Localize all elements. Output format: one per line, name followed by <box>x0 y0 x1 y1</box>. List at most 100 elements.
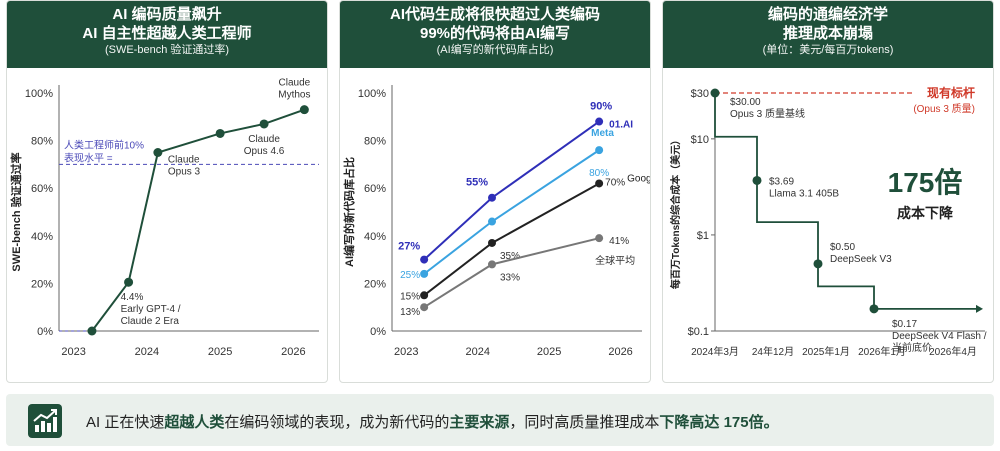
data-label: 27% <box>398 241 420 253</box>
x-tick-label: 2024年3月 <box>691 345 739 358</box>
x-tick-label: 24年12月 <box>752 345 794 358</box>
data-label: 15% <box>400 291 420 302</box>
panel-header: AI代码生成将很快超过人类编码 99%的代码将由AI编写 (AI编写的新代码库占… <box>340 1 650 68</box>
data-label: 4.4% Early GPT-4 /Claude 2 Era <box>121 292 181 327</box>
panel-header: AI 编码质量飙升 AI 自主性超越人类工程师 (SWE-bench 验证通过率… <box>7 1 327 68</box>
data-point <box>215 128 225 138</box>
y-tick-label: $30 <box>691 88 709 100</box>
x-tick-label: 2026年4月 <box>929 345 977 358</box>
data-point <box>595 146 604 155</box>
x-tick-label: 2025 <box>208 346 232 358</box>
y-tick-label: 100% <box>25 88 53 100</box>
y-axis-label: 每百万Tokens的综合成本（美元） <box>669 135 682 289</box>
data-point <box>595 234 604 243</box>
series-name-label: Google <box>627 173 651 184</box>
data-point <box>595 117 604 126</box>
panel-swe-bench: AI 编码质量飙升 AI 自主性超越人类工程师 (SWE-bench 验证通过率… <box>6 0 328 383</box>
y-axis-label: SWE-bench 验证通过率 <box>9 152 23 271</box>
callout-value: 175倍 <box>888 166 963 198</box>
summary-banner: AI 正在快速超越人类在编码领域的表现，成为新代码的主要来源，同时高质量推理成本… <box>6 394 994 446</box>
panel-title: AI代码生成将很快超过人类编码 99%的代码将由AI编写 <box>389 6 600 42</box>
series-name-label: 全球平均 <box>595 254 635 267</box>
panel-subtitle: (SWE-bench 验证通过率) <box>104 44 230 56</box>
y-tick-label: 0% <box>37 326 53 338</box>
data-label: 13% <box>400 307 420 318</box>
data-point <box>153 148 163 157</box>
data-point <box>259 119 269 129</box>
data-point <box>420 303 429 312</box>
data-point <box>813 259 823 269</box>
y-tick-label: 60% <box>31 183 53 195</box>
benchmark-label: 现有标杆 <box>927 85 975 100</box>
y-tick-label: 40% <box>31 231 53 243</box>
data-point <box>420 291 429 300</box>
callout-text: 成本下降 <box>897 205 954 221</box>
panel-subtitle: (单位：美元/每百万tokens) <box>762 44 894 56</box>
data-label: 70% <box>605 177 625 188</box>
data-point <box>869 304 879 314</box>
data-point <box>299 105 309 115</box>
x-tick-label: 2023 <box>61 346 85 358</box>
x-tick-label: 2024 <box>465 346 489 358</box>
data-label: $3.69 Llama 3.1 405B <box>769 176 839 199</box>
y-tick-label: 80% <box>31 136 53 148</box>
summary-segment: 主要来源 <box>449 414 510 431</box>
summary-segment: 超越人类 <box>164 414 225 431</box>
data-label: 35% <box>500 251 520 262</box>
series-line <box>91 108 305 332</box>
summary-segment: 在编码领域的表现，成为新代码的 <box>224 414 450 431</box>
x-tick-label: 2026年1月 <box>858 345 906 358</box>
reference-label: 人类工程师前10%表现水平 = <box>64 138 144 164</box>
y-tick-label: 20% <box>364 278 386 290</box>
data-point <box>420 255 429 264</box>
data-label: 41% <box>609 236 629 247</box>
data-point <box>595 179 604 188</box>
y-axis-label: AI编写的新代码库占比 <box>342 157 356 267</box>
benchmark-sublabel: (Opus 3 质量) <box>913 103 975 115</box>
x-tick-label: 2024 <box>135 346 159 358</box>
data-point <box>87 326 97 336</box>
summary-segment: ，同时高质量推理成本 <box>509 414 660 431</box>
data-label: $0.50 DeepSeek V3 <box>830 242 892 265</box>
series-line-0 <box>423 120 600 261</box>
y-tick-label: $0.1 <box>688 326 709 338</box>
data-point <box>488 238 496 247</box>
data-point <box>124 277 134 287</box>
summary-segment: 下降高达 175倍。 <box>659 414 779 431</box>
y-tick-label: 40% <box>364 231 386 243</box>
x-tick-label: 2023 <box>394 346 418 358</box>
data-point <box>488 193 496 202</box>
data-label: $30.00 Opus 3 质量基线 <box>730 97 805 120</box>
data-label: Claude Opus 4.6 <box>244 134 285 157</box>
y-tick-label: 0% <box>370 326 386 338</box>
y-tick-label: 20% <box>31 278 53 290</box>
growth-chart-icon <box>28 404 62 438</box>
series-name-label: 01.AI <box>609 120 633 131</box>
data-point <box>420 269 429 278</box>
panel-header: 编码的通编经济学 推理成本崩塌 (单位：美元/每百万tokens) <box>663 1 993 68</box>
ai-code-share-chart: 0% 20% 40% 60% 80% 100% 2023 2024 2025 2026 AI编写的新… <box>342 85 651 358</box>
data-point <box>488 260 496 269</box>
data-point <box>752 175 762 185</box>
x-tick-label: 2026 <box>608 346 632 358</box>
panel-subtitle: (AI编写的新代码库占比) <box>436 44 554 56</box>
panel-inference-cost: 编码的通编经济学 推理成本崩塌 (单位：美元/每百万tokens) $0.1 $1… <box>662 0 994 383</box>
data-label: $0.17 DeepSeek V4 Flash /当前底价 <box>892 319 987 354</box>
panel-ai-code-share: AI代码生成将很快超过人类编码 99%的代码将由AI编写 (AI编写的新代码库占… <box>339 0 651 383</box>
data-label: 90% <box>590 101 612 113</box>
series-name-label: Meta <box>591 128 614 139</box>
x-tick-label: 2026 <box>281 346 305 358</box>
data-point <box>710 88 720 98</box>
y-tick-label: 100% <box>358 88 386 100</box>
summary-text: AI 正在快速超越人类在编码领域的表现，成为新代码的主要来源，同时高质量推理成本… <box>86 411 779 432</box>
panel-title: AI 编码质量飙升 AI 自主性超越人类工程师 <box>82 6 252 42</box>
data-label: 25% <box>400 270 420 281</box>
y-tick-label: 60% <box>364 183 386 195</box>
panel-title: 编码的通编经济学 推理成本崩塌 <box>767 6 888 42</box>
arrowhead <box>976 304 983 313</box>
series-step-line <box>714 93 981 310</box>
data-label: 80% <box>589 168 609 179</box>
data-label: 33% <box>500 272 520 283</box>
y-tick-label: $10 <box>691 134 709 146</box>
summary-segment: AI 正在快速 <box>86 414 165 431</box>
